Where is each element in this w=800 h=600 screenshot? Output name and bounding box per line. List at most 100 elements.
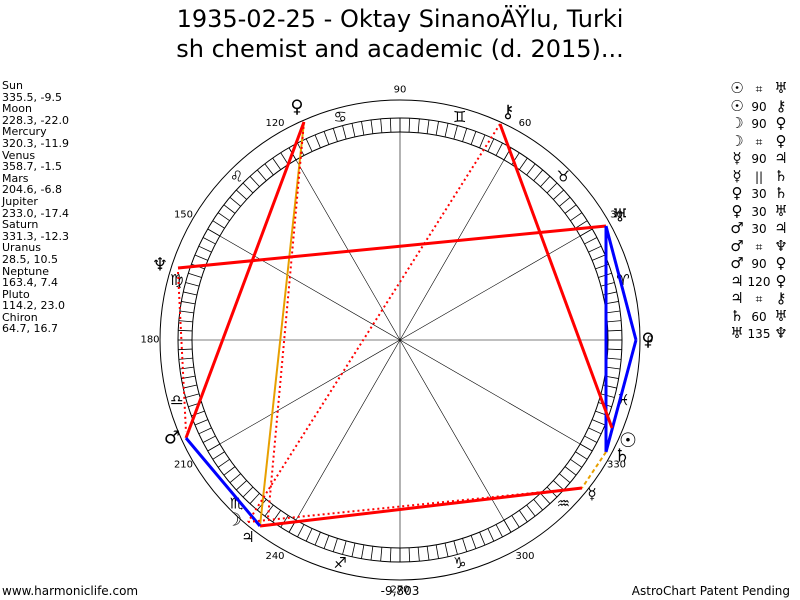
degree-label: 270 [390,585,409,596]
degree-tick [546,182,558,194]
planet-value-uranus: 28.5, 10.5 [2,252,58,266]
footer-website: www.harmoniclife.com [2,584,139,598]
aspect-line [259,121,305,527]
degree-tick [242,182,254,194]
aspect-row: ☿ || ♄ [728,166,790,186]
aspect-row: ♂ 90 ♀ [728,254,790,273]
aspect-planet-a: ☉ [730,96,744,115]
aspect-planet-b: ♀ [775,254,787,272]
zodiac-sign-icon: ♌ [230,168,243,186]
degree-label: 240 [265,551,284,562]
degree-tick [564,204,577,214]
degree-tick [223,466,236,476]
planet-label-saturn: Saturn [2,218,39,232]
degree-tick [178,348,193,351]
degree-tick [462,538,468,552]
degree-tick [526,163,536,176]
planet-value-saturn: 331.3, -12.3 [2,229,69,243]
aspect-planet-a: ♀ [731,184,743,202]
mars-icon: ♂ [164,428,180,449]
planet-value-mercury: 320.3, -11.9 [2,136,69,150]
sun-icon: ☉ [619,428,637,452]
degree-tick [389,118,392,133]
aspect-type: 90 [751,117,767,131]
footer-patent: AstroChart Patent Pending [631,584,790,598]
aspect-planet-b: ♆ [774,236,788,255]
planet-glyphs: ♀ ⚷ ♅ ♀ ☉ ♄ ☿ ♆ ♂ ☽ ♃ [152,97,655,547]
degree-tick [217,212,230,222]
degree-tick [570,212,583,222]
neptune-icon: ♆ [152,255,168,276]
degree-tick [417,547,420,562]
aspect-line [177,224,607,270]
degree-tick [444,542,449,557]
chiron-icon: ⚷ [501,102,514,123]
degree-tick [584,435,598,443]
degree-label: 60 [519,118,532,129]
aspect-row: ♀ 30 ♄ [728,184,790,203]
aspect-row: ☽ 90 ♀ [728,114,790,133]
degree-tick [351,123,356,138]
degree-label: 120 [265,118,284,129]
aspect-row: ♅ 135 ♆ [728,324,790,343]
chart-title-line1: 1935-02-25 - Oktay SinanoÄŸlu, Turki [176,5,624,33]
planet-value-mars: 204.6, -6.8 [2,183,62,197]
degree-tick [185,393,200,398]
aspect-line [247,123,501,523]
degree-tick [314,532,321,546]
degree-tick [351,542,356,557]
degree-tick [600,393,615,398]
degree-tick [553,189,564,200]
degree-tick [185,282,200,287]
aspect-type: 60 [751,309,767,324]
aspect-list: ☉ ⌗ ♅ ☉ 90 ⚷ ☽ 90 ♀ ☽ ⌗ ♀ ☿ 90 ♃ ☿ || ♄ ♀ 30 ♄ ♀ 30 ♅ ♂ 3… [728,79,790,343]
moon-icon: ☽ [226,510,242,531]
degree-tick [332,538,338,552]
planet-value-chiron: 64.7, 16.7 [2,322,58,336]
aspect-line [184,437,262,527]
planet-value-sun: 335.5, -9.5 [2,90,62,104]
degree-tick [559,473,571,484]
degree-tick [194,419,208,426]
degree-tick [453,540,458,555]
degree-tick [305,528,313,542]
degree-tick [188,272,202,278]
aspect-type: 30 [751,187,767,201]
degree-tick [342,125,347,140]
degree-label: 180 [140,335,159,346]
degree-tick [229,473,241,484]
degree-tick [323,535,330,549]
degree-tick [408,547,411,562]
degree-tick [584,237,598,245]
aspect-row: ☉ 90 ⚷ [728,96,790,116]
degree-tick [575,451,588,460]
planet-label-neptune: Neptune [2,264,50,278]
zodiac-sign-icon: ♏ [230,494,244,512]
aspect-type: 90 [751,152,767,166]
aspect-planet-b: ♄ [774,184,788,202]
zodiac-sign-icon: ♉ [557,168,570,186]
venus-icon: ♀ [641,330,654,351]
degree-tick [361,544,365,559]
degree-tick [600,282,615,287]
aspect-planet-a: ♂ [730,236,744,255]
degree-tick [564,466,577,476]
aspect-row: ♃ ⌗ ⚷ [728,289,790,308]
degree-tick [511,515,520,528]
aspect-planet-b: ♀ [775,131,787,150]
footer-score: -9,803 [380,584,420,598]
degree-tick [588,427,602,435]
degree-tick [444,123,449,138]
planet-label-uranus: Uranus [2,241,41,255]
aspect-planet-b: ♄ [774,166,788,185]
degree-label: 330 [607,460,626,471]
degree-tick [178,320,193,323]
house-spoke [207,339,401,452]
degree-tick [533,169,544,181]
degree-tick [606,310,621,314]
degree-tick [198,245,212,253]
aspect-planet-b: ♀ [775,271,787,290]
aspect-line [259,486,583,528]
degree-tick [380,547,383,562]
